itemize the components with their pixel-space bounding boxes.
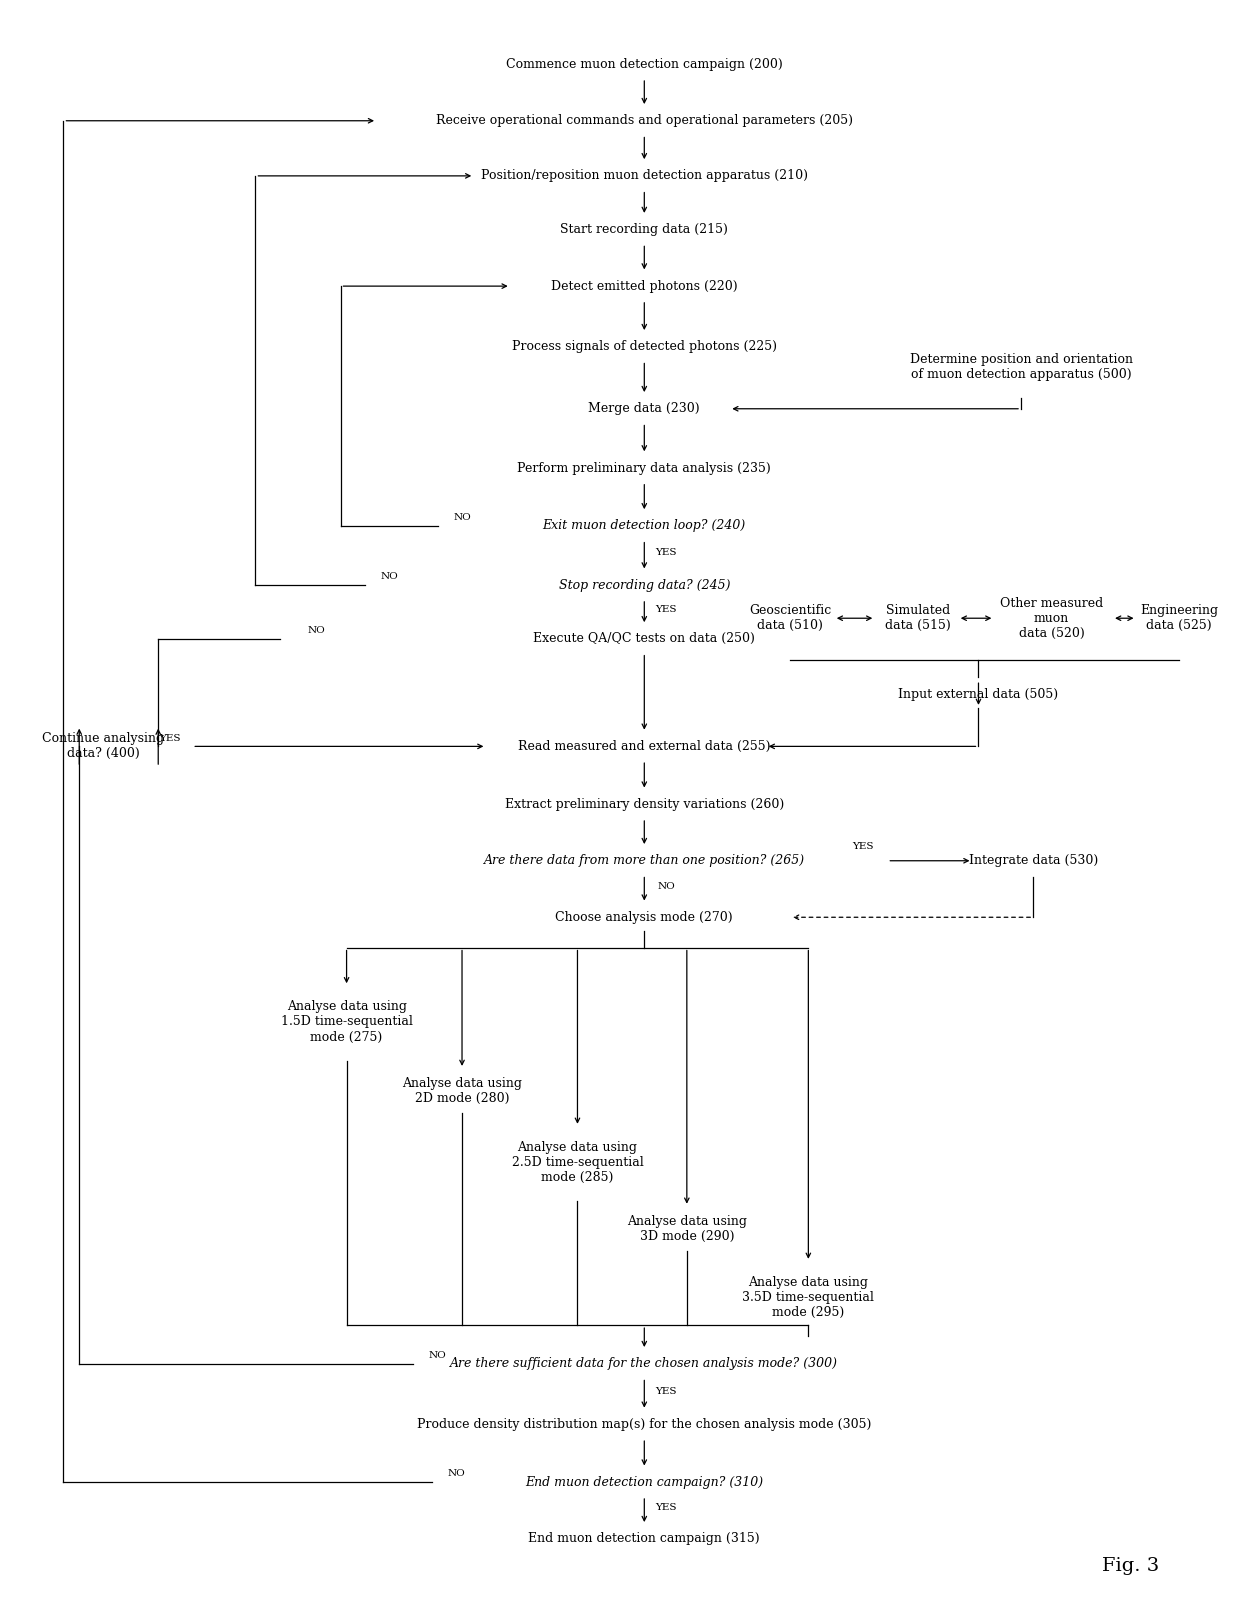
- Text: Analyse data using
2.5D time-sequential
mode (285): Analyse data using 2.5D time-sequential …: [512, 1141, 644, 1185]
- Text: Commence muon detection campaign (200): Commence muon detection campaign (200): [506, 58, 782, 71]
- Text: Integrate data (530): Integrate data (530): [968, 854, 1097, 867]
- Text: Merge data (230): Merge data (230): [589, 402, 701, 415]
- Text: YES: YES: [852, 843, 874, 851]
- Text: Detect emitted photons (220): Detect emitted photons (220): [551, 279, 738, 293]
- Text: Read measured and external data (255): Read measured and external data (255): [518, 741, 770, 753]
- Text: Execute QA/QC tests on data (250): Execute QA/QC tests on data (250): [533, 633, 755, 646]
- Text: Analyse data using
3D mode (290): Analyse data using 3D mode (290): [627, 1215, 746, 1242]
- Text: Perform preliminary data analysis (235): Perform preliminary data analysis (235): [517, 462, 771, 474]
- Text: Simulated
data (515): Simulated data (515): [885, 604, 951, 632]
- Text: Are there data from more than one position? (265): Are there data from more than one positi…: [484, 854, 805, 867]
- Text: Stop recording data? (245): Stop recording data? (245): [558, 579, 730, 592]
- Text: Choose analysis mode (270): Choose analysis mode (270): [556, 911, 733, 923]
- Text: Are there sufficient data for the chosen analysis mode? (300): Are there sufficient data for the chosen…: [450, 1358, 838, 1371]
- Text: Position/reposition muon detection apparatus (210): Position/reposition muon detection appar…: [481, 170, 807, 183]
- Text: Other measured
muon
data (520): Other measured muon data (520): [999, 596, 1104, 640]
- Text: Start recording data (215): Start recording data (215): [560, 223, 728, 236]
- Text: NO: NO: [381, 572, 398, 582]
- Text: Geoscientific
data (510): Geoscientific data (510): [749, 604, 831, 632]
- Text: NO: NO: [448, 1470, 465, 1478]
- Text: NO: NO: [308, 627, 325, 635]
- Text: Fig. 3: Fig. 3: [1102, 1557, 1159, 1576]
- Text: Extract preliminary density variations (260): Extract preliminary density variations (…: [505, 798, 784, 811]
- Text: NO: NO: [657, 882, 675, 891]
- Text: Engineering
data (525): Engineering data (525): [1140, 604, 1218, 632]
- Text: YES: YES: [656, 548, 677, 558]
- Text: Analyse data using
2D mode (280): Analyse data using 2D mode (280): [402, 1077, 522, 1104]
- Text: YES: YES: [656, 604, 677, 614]
- Text: Continue analysing
data? (400): Continue analysing data? (400): [42, 733, 165, 760]
- Text: YES: YES: [160, 734, 181, 742]
- Text: Process signals of detected photons (225): Process signals of detected photons (225…: [512, 340, 776, 353]
- Text: NO: NO: [453, 513, 471, 523]
- Text: End muon detection campaign (315): End muon detection campaign (315): [528, 1532, 760, 1545]
- Text: YES: YES: [656, 1504, 677, 1512]
- Text: Produce density distribution map(s) for the chosen analysis mode (305): Produce density distribution map(s) for …: [417, 1419, 872, 1431]
- Text: YES: YES: [656, 1387, 677, 1396]
- Text: Receive operational commands and operational parameters (205): Receive operational commands and operati…: [435, 114, 853, 127]
- Text: Analyse data using
3.5D time-sequential
mode (295): Analyse data using 3.5D time-sequential …: [743, 1276, 874, 1319]
- Text: End muon detection campaign? (310): End muon detection campaign? (310): [526, 1476, 764, 1489]
- Text: Input external data (505): Input external data (505): [899, 688, 1059, 701]
- Text: Determine position and orientation
of muon detection apparatus (500): Determine position and orientation of mu…: [909, 353, 1132, 382]
- Text: Exit muon detection loop? (240): Exit muon detection loop? (240): [543, 519, 746, 532]
- Text: NO: NO: [429, 1351, 446, 1359]
- Text: Analyse data using
1.5D time-sequential
mode (275): Analyse data using 1.5D time-sequential …: [280, 1000, 413, 1044]
